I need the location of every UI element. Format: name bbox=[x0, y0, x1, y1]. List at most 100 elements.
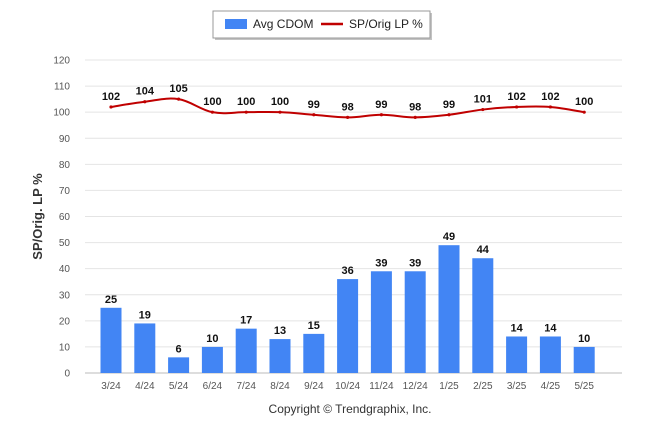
bar-value-label: 36 bbox=[341, 265, 353, 277]
line-point bbox=[244, 110, 248, 114]
bar bbox=[235, 328, 257, 373]
y-tick-label: 100 bbox=[53, 108, 70, 119]
y-tick-label: 30 bbox=[59, 290, 71, 301]
bar-value-label: 44 bbox=[477, 244, 490, 256]
x-tick-label: 8/24 bbox=[270, 381, 290, 392]
x-tick-label: 5/24 bbox=[169, 381, 189, 392]
bar bbox=[573, 346, 595, 373]
x-tick-label: 3/25 bbox=[507, 381, 527, 392]
bar-value-label: 14 bbox=[510, 322, 523, 334]
line-point bbox=[379, 113, 383, 117]
line-value-label: 100 bbox=[575, 96, 593, 108]
bar-value-label: 25 bbox=[105, 294, 117, 306]
y-tick-label: 40 bbox=[59, 264, 71, 275]
line-value-label: 102 bbox=[102, 91, 120, 103]
line-value-label: 100 bbox=[237, 96, 255, 108]
bar bbox=[337, 279, 359, 373]
x-tick-label: 11/24 bbox=[369, 381, 394, 392]
bar bbox=[370, 271, 392, 373]
line-value-label: 98 bbox=[341, 101, 353, 113]
bar-data-labels: 25 19 6 10 17 13 15 36 39 39 49 44 14 14 10 bbox=[105, 231, 590, 355]
x-tick-label: 3/24 bbox=[101, 381, 121, 392]
y-tick-label: 20 bbox=[59, 316, 71, 327]
legend-swatch-avg-cdom bbox=[225, 19, 247, 29]
bar bbox=[404, 271, 426, 373]
x-tick-label: 12/24 bbox=[403, 381, 428, 392]
line-point bbox=[312, 113, 316, 117]
x-tick-label: 10/24 bbox=[335, 381, 360, 392]
x-tick-label: 6/24 bbox=[203, 381, 223, 392]
bar-value-label: 17 bbox=[240, 315, 252, 327]
bar-value-label: 39 bbox=[409, 257, 421, 269]
bar-value-label: 10 bbox=[578, 333, 590, 345]
y-tick-label: 80 bbox=[59, 160, 71, 171]
bar-value-label: 6 bbox=[176, 343, 182, 355]
y-tick-label: 70 bbox=[59, 186, 71, 197]
line-series bbox=[109, 97, 586, 119]
line-point bbox=[346, 115, 350, 119]
bar bbox=[472, 258, 494, 373]
copyright-footer: Copyright © Trendgraphix, Inc. bbox=[269, 402, 432, 416]
bar bbox=[168, 357, 190, 373]
line-value-label: 100 bbox=[271, 96, 289, 108]
line-point bbox=[582, 110, 586, 114]
x-tick-label: 7/24 bbox=[236, 381, 256, 392]
bar bbox=[438, 245, 460, 373]
y-tick-label: 90 bbox=[59, 134, 71, 145]
line-point bbox=[515, 105, 519, 109]
legend: Avg CDOM SP/Orig LP % bbox=[212, 10, 432, 40]
y-axis-ticks: 0 10 20 30 40 50 60 70 80 90 100 110 120 bbox=[53, 56, 70, 380]
line-value-label: 98 bbox=[409, 101, 421, 113]
line-data-labels: 102 104 105 100 100 100 99 98 99 98 99 101 102 102 100 bbox=[102, 83, 594, 113]
line-point bbox=[278, 110, 282, 114]
line-value-label: 102 bbox=[507, 91, 525, 103]
x-tick-label: 1/25 bbox=[439, 381, 459, 392]
x-tick-label: 2/25 bbox=[473, 381, 493, 392]
legend-entry-avg-cdom: Avg CDOM bbox=[253, 17, 313, 31]
x-tick-label: 5/25 bbox=[574, 381, 594, 392]
bar-value-label: 39 bbox=[375, 257, 387, 269]
bar-value-label: 13 bbox=[274, 325, 286, 337]
gridlines bbox=[85, 59, 622, 374]
line-point bbox=[548, 105, 553, 109]
line-value-label: 102 bbox=[541, 91, 559, 103]
x-axis-ticks: 3/24 4/24 5/24 6/24 7/24 8/24 9/24 10/24 11/24 12… bbox=[101, 381, 594, 392]
line-value-label: 100 bbox=[203, 96, 221, 108]
line-point bbox=[143, 100, 147, 104]
y-tick-label: 110 bbox=[54, 82, 70, 93]
y-tick-label: 0 bbox=[64, 369, 70, 380]
bar bbox=[201, 346, 223, 373]
y-tick-label: 50 bbox=[59, 238, 71, 249]
bar-value-label: 14 bbox=[544, 322, 557, 334]
y-tick-label: 10 bbox=[59, 342, 71, 353]
line-value-label: 99 bbox=[375, 99, 387, 111]
y-tick-label: 60 bbox=[59, 212, 71, 223]
bar bbox=[100, 307, 122, 373]
line-point bbox=[413, 115, 417, 119]
line-value-label: 101 bbox=[474, 94, 492, 106]
bar-value-label: 15 bbox=[308, 320, 320, 332]
line-value-label: 105 bbox=[169, 83, 187, 95]
x-tick-label: 4/25 bbox=[541, 381, 561, 392]
bar-value-label: 10 bbox=[206, 333, 218, 345]
legend-entry-sp-orig-lp: SP/Orig LP % bbox=[349, 17, 423, 31]
bar bbox=[269, 339, 291, 373]
bar bbox=[134, 323, 156, 373]
bar-series bbox=[100, 245, 595, 373]
line-value-label: 104 bbox=[136, 86, 155, 98]
bar-value-label: 19 bbox=[139, 309, 151, 321]
y-axis-label: SP/Orig. LP % bbox=[30, 173, 45, 260]
x-tick-label: 4/24 bbox=[135, 381, 155, 392]
bar bbox=[303, 333, 325, 373]
line-value-label: 99 bbox=[308, 99, 320, 111]
bar bbox=[539, 336, 561, 373]
y-tick-label: 120 bbox=[53, 56, 70, 67]
bar bbox=[506, 336, 528, 373]
line-point bbox=[177, 97, 181, 101]
line-point bbox=[109, 105, 113, 109]
line-point bbox=[481, 107, 485, 112]
line-point bbox=[210, 110, 214, 114]
x-tick-label: 9/24 bbox=[304, 381, 324, 392]
bar-value-label: 49 bbox=[443, 231, 455, 243]
